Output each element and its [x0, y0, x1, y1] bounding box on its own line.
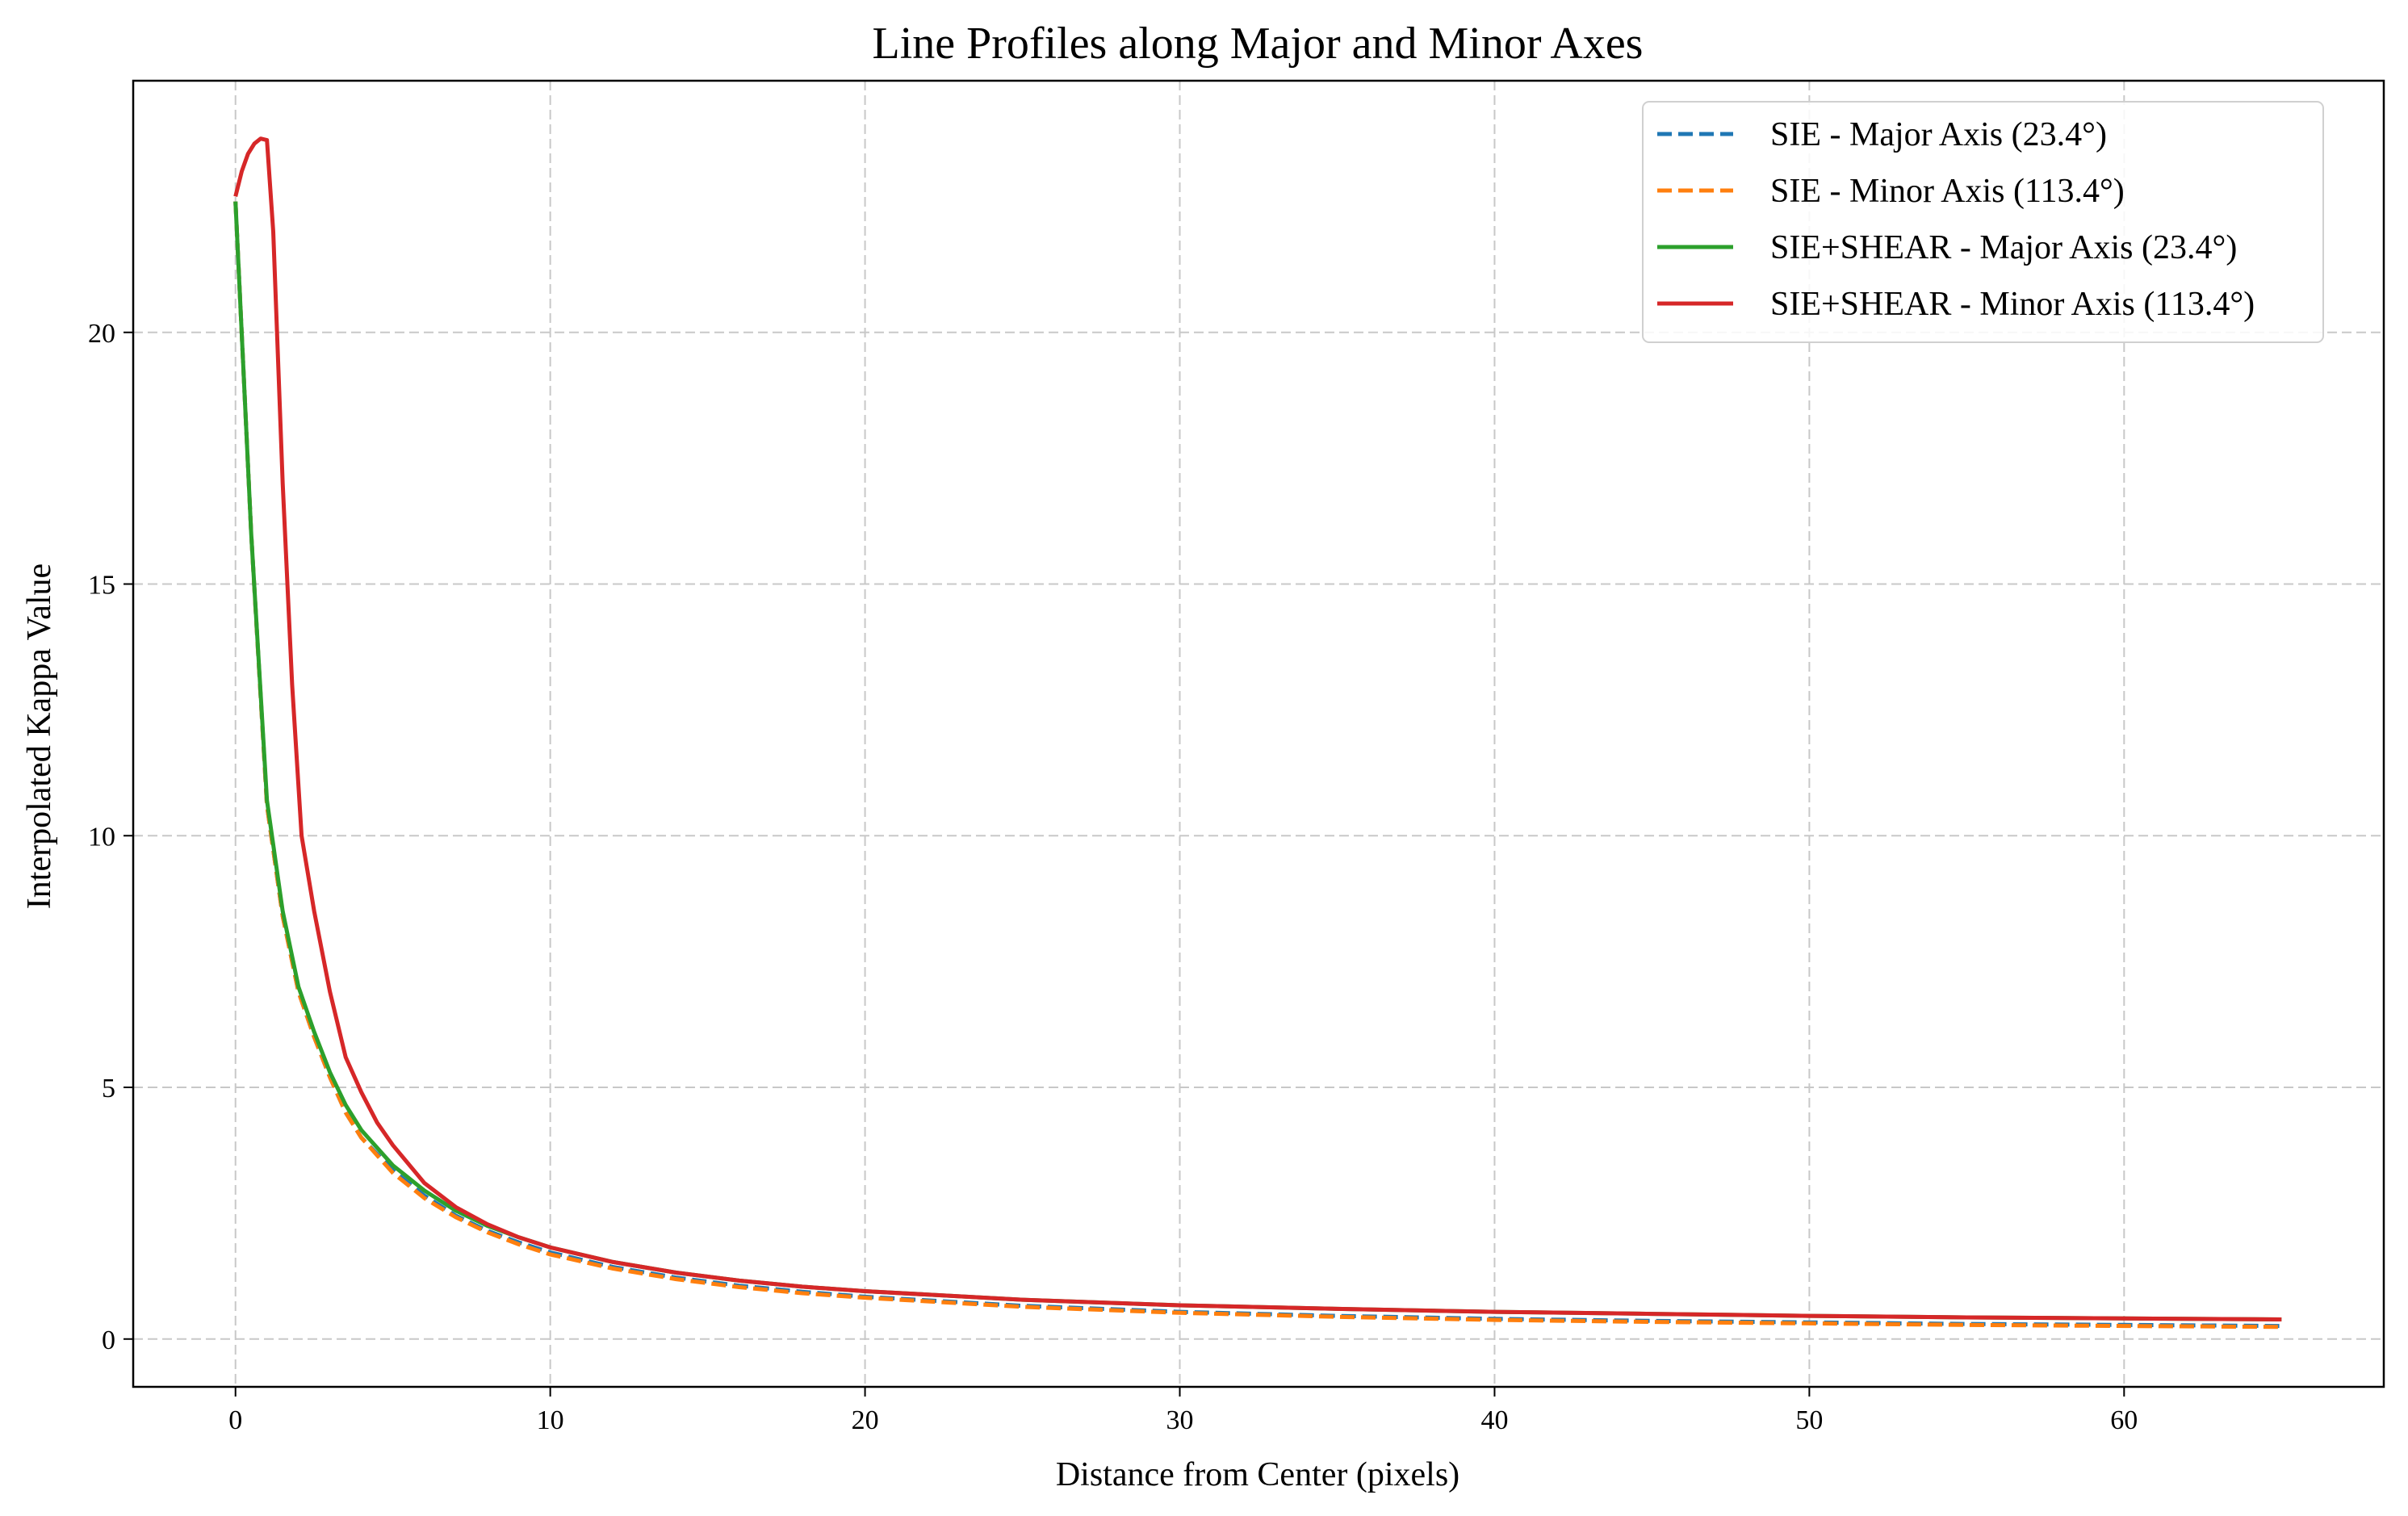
legend-label-2: SIE - Minor Axis (113.4°) — [1770, 173, 2125, 210]
x-tick-label: 20 — [852, 1405, 879, 1435]
y-tick-label: 15 — [88, 571, 115, 601]
x-tick-label: 10 — [537, 1405, 564, 1435]
legend-label-1: SIE - Major Axis (23.4°) — [1770, 116, 2107, 153]
chart-title: Line Profiles along Major and Minor Axes — [873, 19, 1644, 69]
legend: SIE - Major Axis (23.4°) SIE - Minor Axis… — [1642, 101, 2324, 343]
series-line-4 — [233, 136, 2282, 1321]
x-tick-label: 50 — [1795, 1405, 1823, 1435]
y-axis-label: Interpolated Kappa Value — [21, 563, 58, 909]
y-tick-label: 0 — [102, 1325, 115, 1355]
y-tick-label: 5 — [102, 1074, 115, 1103]
x-tick-label: 0 — [228, 1405, 242, 1435]
series-layer — [233, 136, 2282, 1330]
plot-frame — [132, 79, 2385, 1388]
y-tick-label: 20 — [88, 319, 115, 349]
y-tick-label: 10 — [88, 822, 115, 852]
legend-label-4: SIE+SHEAR - Minor Axis (113.4°) — [1770, 286, 2255, 323]
x-tick-label: 30 — [1166, 1405, 1194, 1435]
x-tick-label: 40 — [1480, 1405, 1508, 1435]
x-tick-label: 60 — [2110, 1405, 2138, 1435]
legend-label-3: SIE+SHEAR - Major Axis (23.4°) — [1770, 229, 2237, 266]
legend-box — [1642, 101, 2324, 343]
x-axis-label: Distance from Center (pixels) — [1056, 1456, 1459, 1493]
axis-ticks: 0 10 20 30 40 50 60 0 5 10 15 20 — [88, 319, 2138, 1435]
